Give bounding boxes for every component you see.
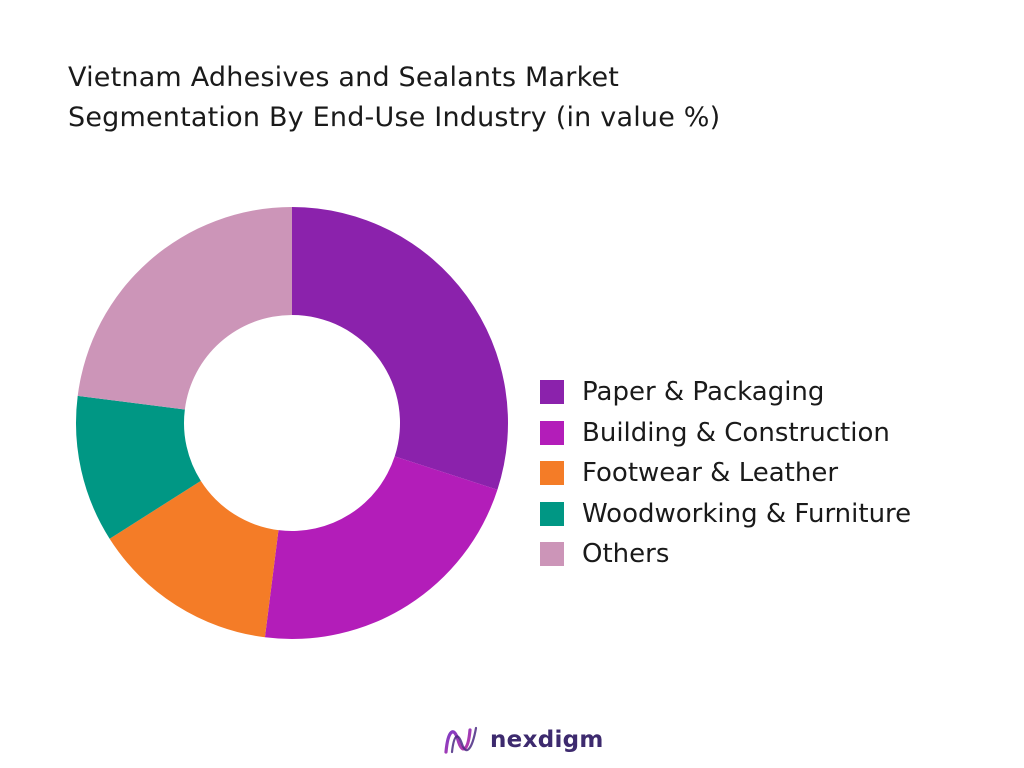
nexdigm-logo-icon [444, 726, 478, 754]
legend-label-others: Others [582, 539, 670, 570]
legend-item-woodworking-furniture: Woodworking & Furniture [540, 494, 911, 535]
slice-footwear-leather [109, 480, 279, 638]
legend-swatch-building-construction [540, 420, 564, 445]
legend-swatch-paper-packaging [540, 380, 564, 405]
legend-swatch-others [540, 542, 564, 567]
chart-legend: Paper & Packaging Building & Construction… [540, 372, 911, 575]
chart-title-line-1: Vietnam Adhesives and Sealants Market [68, 62, 620, 93]
legend-item-others: Others [540, 534, 911, 575]
nexdigm-logo-text: nexdigm [490, 727, 604, 753]
legend-item-footwear-leather: Footwear & Leather [540, 453, 911, 494]
slice-woodworking-furniture [75, 395, 201, 539]
chart-title: Vietnam Adhesives and Sealants Market Se… [68, 58, 968, 138]
legend-label-paper-packaging: Paper & Packaging [582, 377, 825, 408]
legend-label-building-construction: Building & Construction [582, 417, 890, 448]
slice-paper-packaging [292, 207, 509, 490]
legend-label-footwear-leather: Footwear & Leather [582, 458, 839, 489]
slice-others [77, 207, 293, 410]
legend-item-paper-packaging: Paper & Packaging [540, 372, 911, 413]
nexdigm-logo: nexdigm [442, 722, 604, 758]
legend-swatch-woodworking-furniture [540, 501, 564, 526]
slice-building-construction [264, 456, 498, 639]
chart-subtitle: Segmentation By End-Use Industry (in val… [68, 102, 721, 133]
legend-label-woodworking-furniture: Woodworking & Furniture [582, 498, 912, 529]
legend-swatch-footwear-leather [540, 461, 564, 486]
donut-slices [75, 207, 509, 639]
legend-item-building-construction: Building & Construction [540, 413, 911, 454]
